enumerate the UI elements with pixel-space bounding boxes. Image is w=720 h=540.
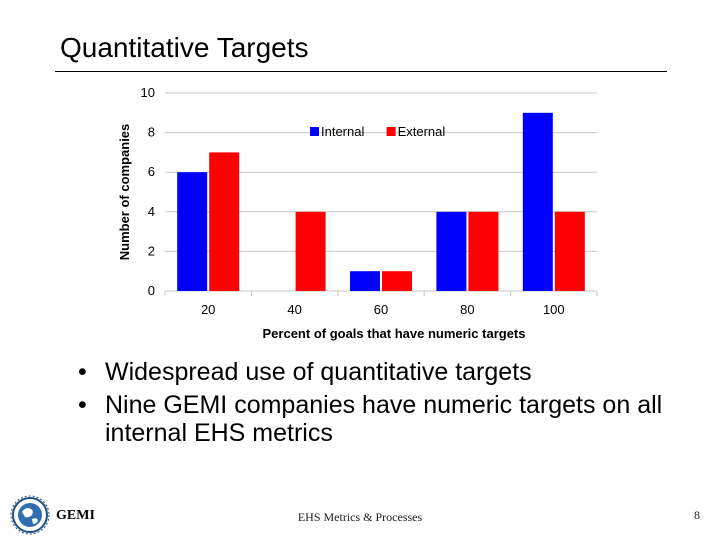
x-tick-label: 20 [201,302,215,317]
bar-external [295,211,326,291]
y-tick-label: 10 [141,85,155,100]
bar-internal [522,112,553,291]
bar-external [382,271,412,291]
x-tick-label: 40 [287,302,301,317]
bullet-text: Widespread use of quantitative targets [105,358,532,386]
footer-title: EHS Metrics & Processes [297,510,423,524]
bullet-text: Nine GEMI companies have numeric targets… [105,391,663,447]
bar-external [554,211,585,291]
slide-title: Quantitative Targets [60,32,309,63]
bar-internal [350,271,380,291]
globe-logo-icon [10,495,50,535]
title-divider [55,71,667,72]
y-axis-title: Number of companies [117,124,132,261]
footer-brand: GEMI [56,508,95,523]
x-tick-label: 100 [543,302,565,317]
bar-internal [177,172,208,291]
y-tick-label: 6 [148,164,155,179]
bar-chart: 0 2 4 6 8 10 20 40 60 80 100 Percent of goals that … [117,85,598,341]
bullet-item: • Widespread use of quantitative targets [78,358,705,386]
y-tick-label: 0 [148,283,155,298]
bar-external [209,152,240,291]
y-tick-label: 8 [148,125,155,140]
x-tick-label: 80 [460,302,474,317]
bullet-item: • Nine GEMI companies have numeric targe… [78,391,705,447]
bullet-list: • Widespread use of quantitative targets… [78,358,705,452]
bar-external [468,211,499,291]
legend-label-external: External [398,124,446,139]
bar-internal [436,211,467,291]
y-tick-label: 2 [148,243,155,258]
bullet-glyph: • [78,358,87,386]
legend-label-internal: Internal [321,124,364,139]
x-axis-title: Percent of goals that have numeric targe… [263,326,526,341]
legend-swatch-internal [310,127,319,136]
legend-swatch-external [386,127,396,136]
y-tick-label: 4 [148,204,155,219]
bullet-glyph: • [78,391,87,419]
page-number: 8 [694,508,700,522]
x-tick-label: 60 [374,302,388,317]
